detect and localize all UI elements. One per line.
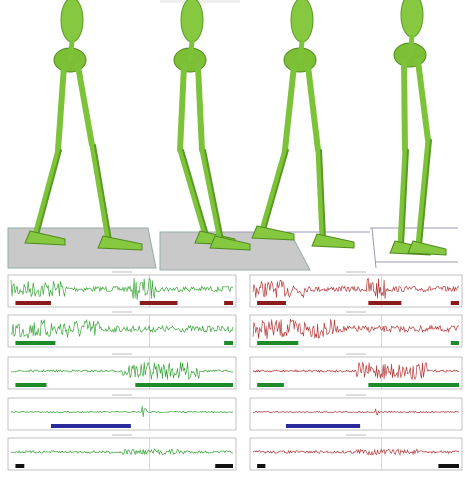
floor-edge — [372, 228, 376, 268]
bone — [38, 150, 61, 235]
activity-bar — [15, 464, 24, 468]
bone — [190, 42, 192, 60]
activity-bar — [15, 383, 46, 387]
figure — [0, 0, 465, 477]
foot — [408, 241, 446, 255]
activity-bar — [257, 464, 265, 468]
bone — [205, 150, 223, 240]
activity-bar — [140, 301, 178, 305]
foot — [312, 234, 354, 248]
bone — [95, 145, 111, 240]
activity-bar — [224, 301, 233, 305]
activity-bar — [15, 301, 51, 305]
emg-panels — [8, 272, 462, 470]
bone — [265, 150, 288, 230]
ribcage — [291, 0, 313, 42]
activity-bar — [368, 301, 401, 305]
activity-bar — [15, 341, 55, 345]
activity-bar — [257, 383, 284, 387]
bone — [285, 66, 294, 150]
bone — [300, 42, 302, 60]
bone — [180, 150, 205, 235]
bone — [92, 145, 108, 240]
activity-bar — [451, 301, 459, 305]
ribcage — [401, 0, 423, 37]
bone — [70, 42, 72, 60]
bone — [180, 66, 184, 150]
activity-bar — [257, 301, 286, 305]
bone — [410, 37, 412, 55]
bone — [58, 66, 64, 150]
ribcage — [181, 0, 203, 42]
activity-bar — [438, 464, 459, 468]
bone — [404, 61, 405, 150]
bone — [418, 61, 428, 140]
activity-bar — [135, 383, 233, 387]
frame-edge — [160, 0, 240, 3]
bone — [308, 66, 318, 150]
emg-panel — [250, 438, 462, 470]
activity-bar — [224, 341, 233, 345]
bone — [262, 150, 285, 230]
activity-bar — [286, 424, 360, 428]
activity-bar — [451, 341, 459, 345]
ribcage — [61, 0, 83, 42]
activity-bar — [257, 341, 298, 345]
activity-bar — [51, 424, 131, 428]
activity-bar — [368, 383, 459, 387]
foot — [252, 226, 294, 240]
bone — [35, 150, 58, 235]
gait-renderings — [8, 0, 458, 270]
emg-panel — [8, 438, 236, 470]
bone — [78, 66, 92, 145]
bone — [198, 66, 202, 150]
activity-bar — [215, 464, 233, 468]
